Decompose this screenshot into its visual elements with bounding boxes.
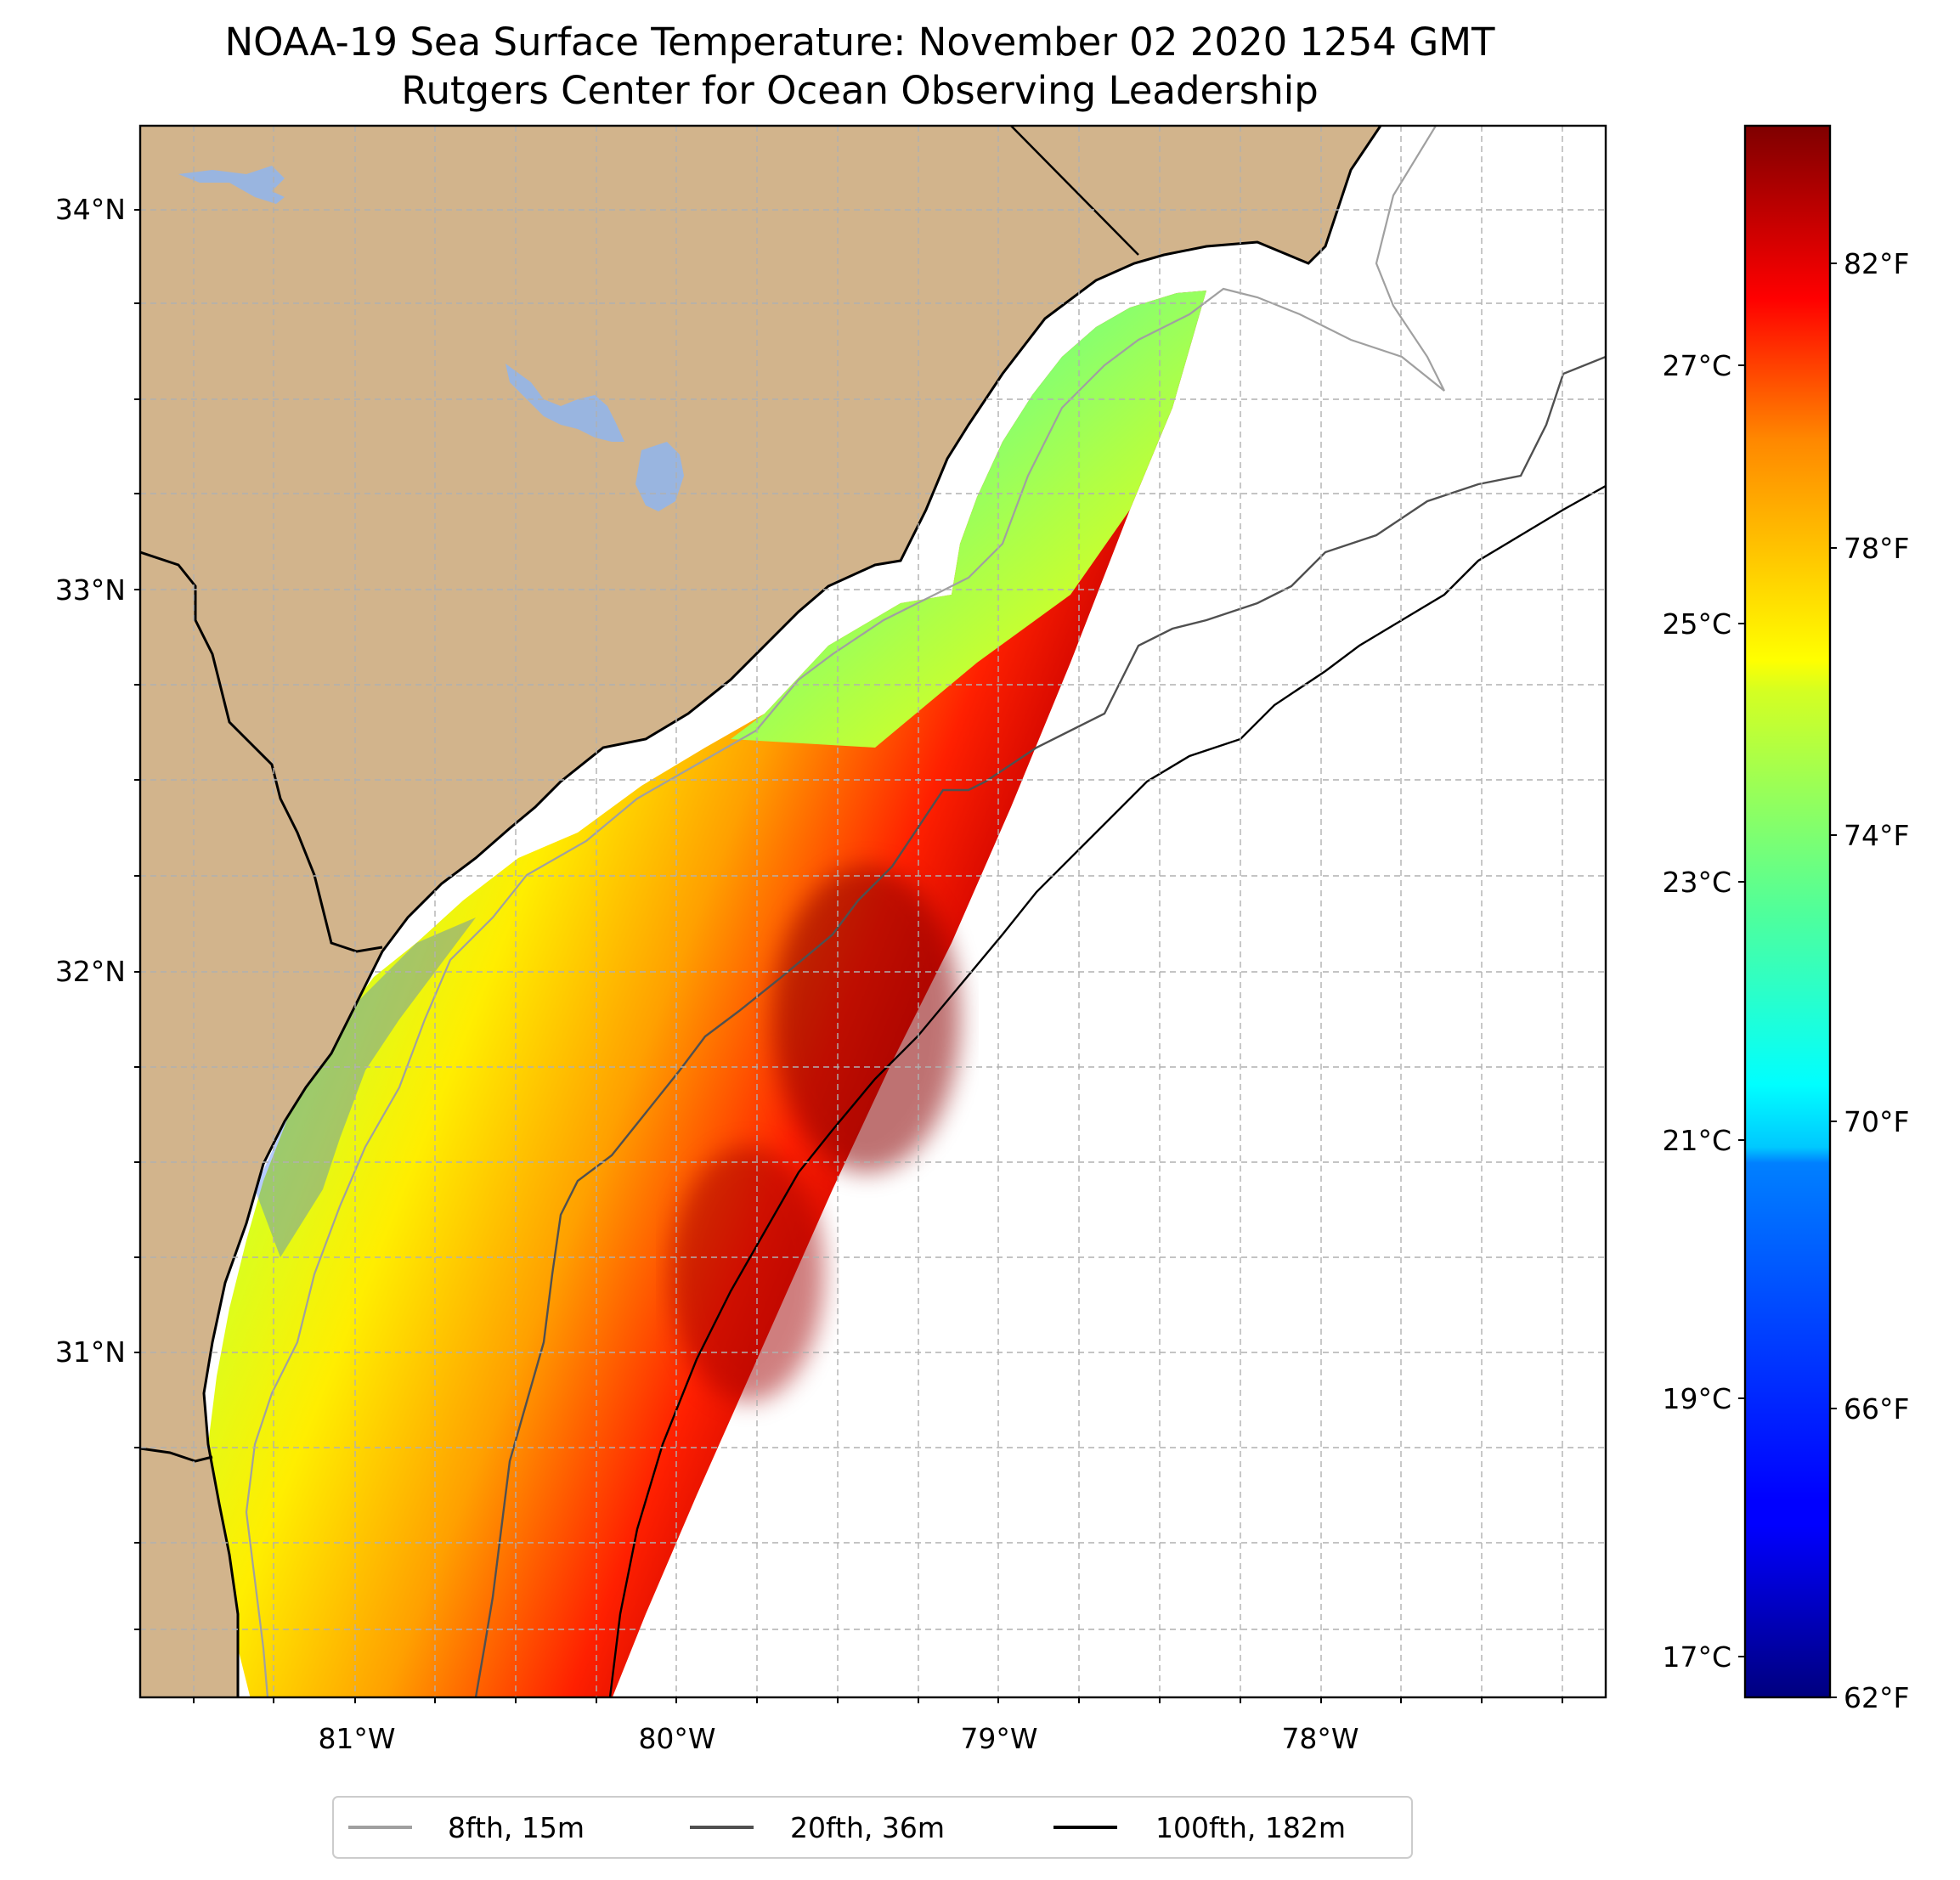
lon-label: 80°W	[638, 1722, 715, 1755]
colorbar-f-tick: 62°F	[1844, 1681, 1909, 1714]
axis-ticks	[134, 209, 1563, 1703]
colorbar-f-tick: 78°F	[1844, 532, 1909, 565]
contour-8fth	[245, 126, 1445, 1697]
colorbar: 82°F 78°F 74°F 70°F 66°F 62°F 27°C 25°C …	[1662, 124, 1909, 1714]
map-frame	[138, 124, 1607, 1699]
sst-swath	[208, 291, 1206, 1697]
land-area	[140, 126, 1381, 1697]
colorbar-f-tick: 66°F	[1844, 1392, 1909, 1426]
colorbar-f-tick: 82°F	[1844, 247, 1909, 280]
lake-north	[178, 166, 285, 204]
chart-title: NOAA-19 Sea Surface Temperature: Novembe…	[224, 20, 1495, 65]
colorbar-c-tick: 23°C	[1662, 866, 1731, 899]
colorbar-f-tick: 70°F	[1844, 1105, 1909, 1138]
legend-label: 20fth, 36m	[790, 1811, 945, 1844]
contour-100fth	[608, 484, 1606, 1697]
lat-label: 31°N	[55, 1335, 126, 1369]
lon-label: 78°W	[1281, 1722, 1358, 1755]
state-border-sc-ga	[140, 550, 383, 953]
colorbar-c-tick: 17°C	[1662, 1640, 1731, 1674]
colorbar-c-tick: 27°C	[1662, 349, 1731, 382]
legend: 8fth, 15m 20fth, 36m 100fth, 182m	[332, 1796, 1413, 1859]
colorbar-f-tick: 74°F	[1844, 819, 1909, 852]
legend-box	[332, 1796, 1413, 1859]
colorbar-c-tick: 19°C	[1662, 1382, 1731, 1415]
lat-label: 32°N	[55, 955, 126, 988]
lake-marion	[506, 364, 624, 442]
state-border-nc-sc	[1010, 126, 1139, 256]
latitude-labels: 34°N 33°N 32°N 31°N	[55, 193, 126, 1369]
colorbar-gradient	[1743, 124, 1832, 1699]
legend-label: 8fth, 15m	[448, 1811, 585, 1844]
state-border-ga-fl	[140, 1447, 213, 1463]
chart-subtitle: Rutgers Center for Ocean Observing Leade…	[401, 68, 1319, 113]
contour-20fth	[474, 355, 1606, 1697]
legend-label: 100fth, 182m	[1155, 1811, 1346, 1844]
lat-label: 34°N	[55, 193, 126, 226]
colorbar-c-tick: 21°C	[1662, 1124, 1731, 1157]
lon-label: 81°W	[318, 1722, 395, 1755]
gridlines	[140, 126, 1606, 1697]
lat-label: 33°N	[55, 573, 126, 607]
longitude-labels: 81°W 80°W 79°W 78°W	[318, 1722, 1358, 1755]
map-panel	[140, 126, 1606, 1697]
colorbar-c-tick: 25°C	[1662, 607, 1731, 641]
coastline	[202, 126, 1382, 1697]
lon-label: 79°W	[960, 1722, 1037, 1755]
